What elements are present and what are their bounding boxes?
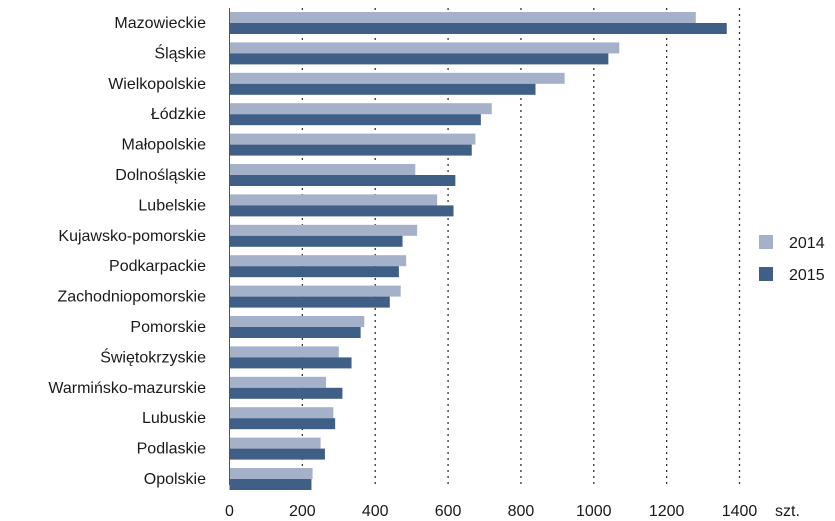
bars [229, 12, 727, 490]
bar-2015 [229, 387, 343, 399]
category-label: Łódzkie [151, 106, 206, 123]
bar-2015 [229, 448, 325, 460]
bar-2014 [229, 164, 416, 175]
bar-2015 [229, 327, 361, 338]
category-label: Lubuskie [142, 410, 206, 427]
legend: 2014 2015 [759, 235, 825, 284]
legend-label: 2015 [789, 267, 825, 284]
legend-swatch [759, 235, 773, 249]
category-label: Warmińsko-mazurskie [48, 380, 206, 397]
category-label: Świętokrzyskie [100, 347, 206, 366]
bar-2015 [229, 23, 727, 34]
category-label: Zachodniopomorskie [57, 289, 206, 306]
bar-2014 [229, 224, 418, 236]
bar-2014 [229, 376, 327, 388]
bar-2014 [229, 285, 401, 297]
category-label: Śląskie [154, 43, 206, 62]
legend-label: 2014 [789, 235, 825, 252]
category-label: Lubelskie [138, 197, 206, 214]
bar-2015 [229, 114, 481, 126]
category-label: Wielkopolskie [108, 76, 206, 93]
bar-2014 [229, 468, 313, 479]
bar-2014 [229, 346, 339, 358]
bar-2015 [229, 53, 609, 65]
x-tick-label: 1000 [576, 503, 612, 520]
bar-2014 [229, 255, 407, 267]
bar-2015 [229, 418, 336, 430]
bar-2015 [229, 235, 403, 247]
bar-2014 [229, 407, 334, 419]
bar-2015 [229, 205, 454, 217]
bar-2014 [229, 133, 476, 145]
x-tick-label: 200 [289, 503, 316, 520]
category-label: Mazowieckie [114, 15, 206, 32]
bar-2014 [229, 103, 492, 115]
bar-2015 [229, 357, 352, 369]
x-tick-label: 1400 [722, 503, 758, 520]
x-tick-labels: 0 200 400 600 800 1000 1200 1400 [225, 503, 757, 520]
bar-2015 [229, 266, 399, 278]
category-label: Dolnośląskie [115, 167, 206, 184]
bar-2014 [229, 194, 438, 206]
category-label: Pomorskie [130, 319, 206, 336]
category-label: Podlaskie [137, 441, 206, 458]
bar-2015 [229, 296, 390, 308]
category-label: Kujawsko-pomorskie [58, 228, 206, 245]
bar-2014 [229, 72, 565, 84]
bar-2014 [229, 316, 365, 327]
x-unit-label: szt. [775, 503, 800, 520]
bar-2014 [229, 42, 620, 54]
bar-2015 [229, 144, 472, 156]
category-labels: Mazowieckie Śląskie Wielkopolskie Łódzkie Ma… [48, 15, 206, 488]
x-tick-label: 800 [508, 503, 535, 520]
legend-swatch [759, 267, 773, 281]
x-tick-label: 600 [435, 503, 462, 520]
bar-2015 [229, 479, 312, 490]
bar-2015 [229, 83, 536, 95]
x-tick-label: 0 [225, 503, 234, 520]
x-tick-label: 1200 [649, 503, 685, 520]
category-label: Podkarpackie [109, 258, 206, 275]
category-label: Małopolskie [122, 137, 207, 154]
bar-2015 [229, 175, 456, 186]
x-tick-label: 400 [362, 503, 389, 520]
category-label: Opolskie [144, 471, 206, 488]
bar-2014 [229, 437, 321, 449]
bar-2014 [229, 12, 696, 23]
